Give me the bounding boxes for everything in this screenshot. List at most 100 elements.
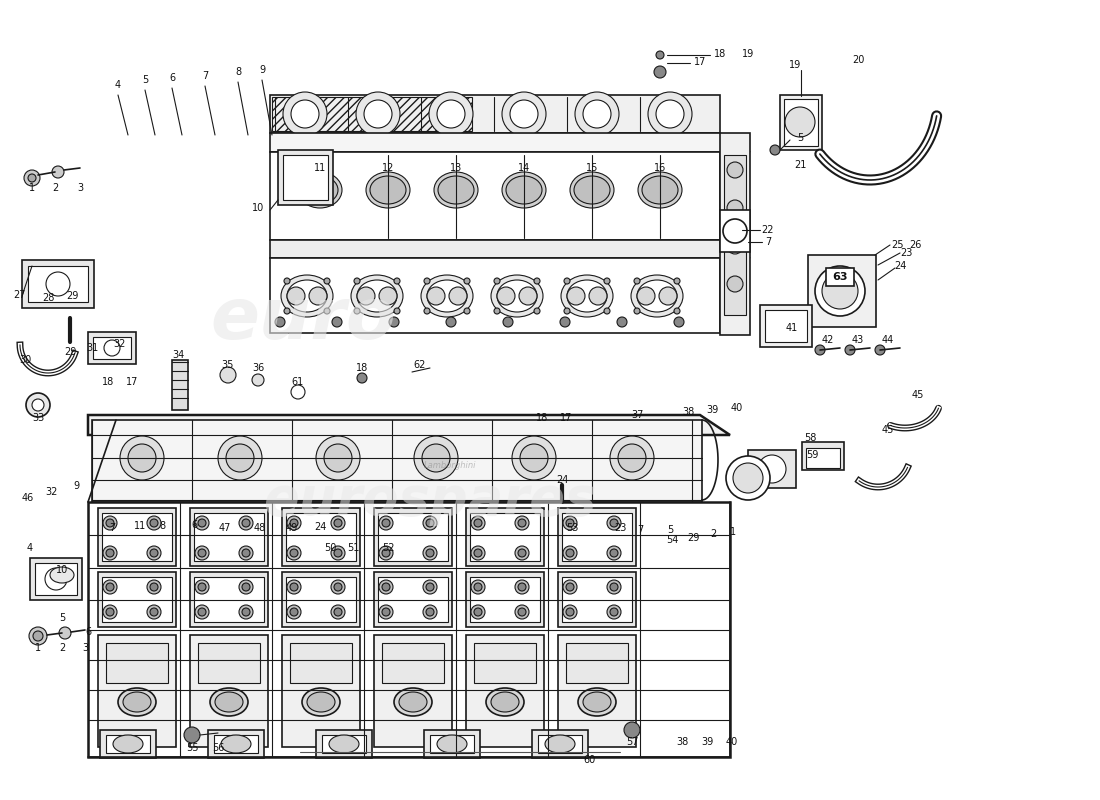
Bar [720,210,750,252]
Circle shape [287,546,301,560]
Text: 10: 10 [252,203,264,213]
Text: 40: 40 [730,403,744,413]
Circle shape [607,580,621,594]
Circle shape [610,608,618,616]
Text: 29: 29 [686,533,700,543]
Text: 8: 8 [158,521,165,531]
Ellipse shape [497,280,537,312]
Circle shape [515,580,529,594]
Text: 6: 6 [191,520,197,530]
Circle shape [364,100,392,128]
Circle shape [106,549,114,557]
Text: 11: 11 [314,163,326,173]
Ellipse shape [280,275,333,317]
Bar [214,735,258,753]
Circle shape [33,631,43,641]
Circle shape [510,100,538,128]
Text: 45: 45 [882,425,894,435]
Circle shape [497,287,515,305]
Text: 34: 34 [172,350,184,360]
Text: 6: 6 [85,627,91,637]
Ellipse shape [570,172,614,208]
Circle shape [198,608,206,616]
Text: 55: 55 [186,743,198,753]
Circle shape [426,583,434,591]
Circle shape [239,580,253,594]
Bar [430,735,474,753]
Circle shape [104,340,120,356]
Bar [94,337,131,359]
Text: 38: 38 [682,407,694,417]
Circle shape [334,583,342,591]
Bar [194,577,264,622]
Bar [92,420,702,502]
Bar [278,150,333,205]
Circle shape [564,308,570,314]
Circle shape [624,722,640,738]
Ellipse shape [421,275,473,317]
Circle shape [494,278,501,284]
Circle shape [815,266,865,316]
Text: 39: 39 [706,405,718,415]
Circle shape [758,455,786,483]
Circle shape [28,174,36,182]
Circle shape [379,546,393,560]
Circle shape [292,385,305,399]
Circle shape [242,608,250,616]
Text: 28: 28 [42,293,54,303]
Bar [282,635,360,747]
Text: 52: 52 [382,543,394,553]
Text: 18: 18 [714,49,726,59]
Circle shape [382,549,390,557]
Text: 4: 4 [114,80,121,90]
Circle shape [566,608,574,616]
Text: euro: euro [210,286,396,354]
Circle shape [607,605,621,619]
Circle shape [24,170,40,186]
Circle shape [723,219,747,243]
Text: 17: 17 [694,57,706,67]
Circle shape [32,399,44,411]
Text: 10: 10 [56,565,68,575]
Text: 7: 7 [764,237,771,247]
Text: 47: 47 [219,523,231,533]
Text: 60: 60 [584,755,596,765]
Circle shape [429,92,473,136]
Text: 35: 35 [222,360,234,370]
Bar [35,563,77,595]
Bar [22,260,94,308]
Text: 51: 51 [346,543,360,553]
Bar [562,513,632,561]
Text: 11: 11 [134,521,146,531]
Circle shape [379,516,393,530]
Circle shape [45,568,67,590]
Text: 30: 30 [19,355,31,365]
Circle shape [610,436,654,480]
Text: 5: 5 [59,613,65,623]
Circle shape [290,519,298,527]
Ellipse shape [214,692,243,712]
Circle shape [471,546,485,560]
Circle shape [464,278,470,284]
Bar [272,97,472,131]
Text: 18: 18 [102,377,114,387]
Text: 1: 1 [35,643,41,653]
Circle shape [654,66,666,78]
Text: 14: 14 [518,163,530,173]
Circle shape [284,278,290,284]
Circle shape [515,516,529,530]
Text: 37: 37 [631,410,645,420]
Bar [532,730,588,758]
Circle shape [566,287,585,305]
Text: 56: 56 [212,743,224,753]
Ellipse shape [118,688,156,716]
Circle shape [785,107,815,137]
Circle shape [287,605,301,619]
Circle shape [494,308,501,314]
Bar [558,508,636,566]
Circle shape [334,519,342,527]
Text: 5: 5 [667,525,673,535]
Text: 20: 20 [851,55,865,65]
Text: 49: 49 [286,523,298,533]
Circle shape [648,92,692,136]
